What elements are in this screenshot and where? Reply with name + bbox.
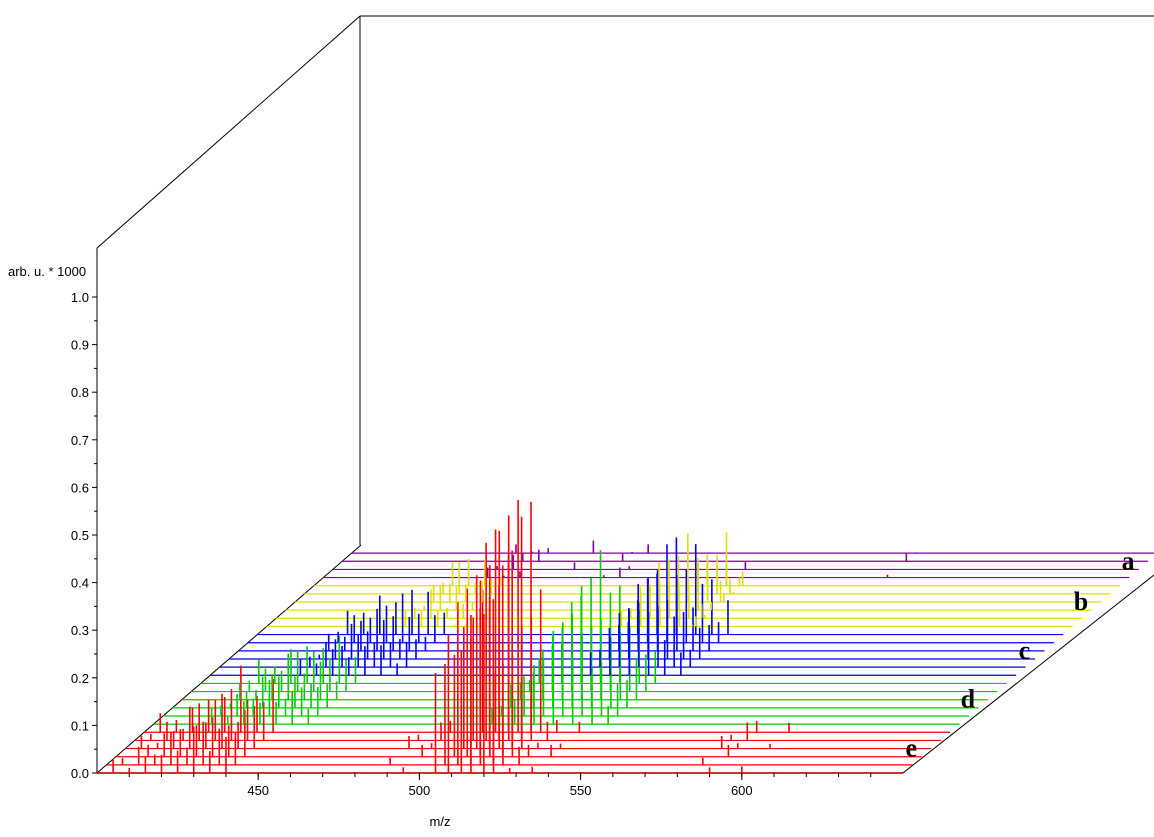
y-tick-label: 0.1 [71, 718, 89, 733]
y-axis: 0.0 0.1 0.2 0.3 0.4 0.5 0.6 0.7 0.8 0.9 1.0 [71, 290, 97, 781]
group-label-a: a [1122, 546, 1135, 575]
y-tick-label: 0.6 [71, 480, 89, 495]
x-tick-label: 600 [731, 783, 753, 798]
y-tick-label: 0.7 [71, 433, 89, 448]
y-tick-label: 0.5 [71, 528, 89, 543]
y-tick-label: 0.2 [71, 671, 89, 686]
x-tick-label: 500 [409, 783, 431, 798]
x-axis: 450 500 550 600 [128, 773, 872, 798]
spectrum-peaks [112, 499, 917, 773]
y-tick-label: 0.0 [71, 766, 89, 781]
group-label-c: c [1019, 636, 1031, 665]
back-top-edge [96, 15, 361, 249]
group-label-b: b [1074, 587, 1088, 616]
group-label-e: e [906, 734, 918, 763]
group-labels: e d c b a [906, 546, 1135, 762]
y-tick-label: 0.3 [71, 623, 89, 638]
group-label-d: d [961, 685, 976, 714]
depth-edge-right [902, 574, 1154, 774]
spectrum-baselines [97, 552, 1154, 774]
x-tick-label: 450 [247, 783, 269, 798]
y-tick-label: 1.0 [71, 290, 89, 305]
y-tick-label: 0.9 [71, 338, 89, 353]
y-tick-label: 0.4 [71, 576, 89, 591]
x-axis-label: m/z [430, 814, 451, 829]
y-axis-label: arb. u. * 1000 [8, 264, 86, 279]
y-tick-label: 0.8 [71, 385, 89, 400]
x-tick-label: 550 [570, 783, 592, 798]
